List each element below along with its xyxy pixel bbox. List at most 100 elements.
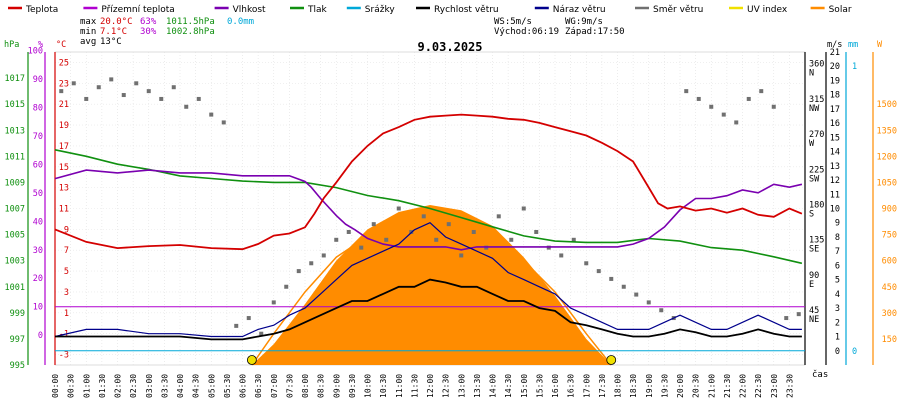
solar-tick: 300 bbox=[882, 309, 897, 319]
wind-gust-line bbox=[54, 221, 802, 338]
solar-tick: 150 bbox=[882, 335, 897, 345]
wind-dir-point bbox=[284, 284, 289, 289]
wind-speed-line bbox=[55, 278, 802, 341]
x-tick: 22:30 bbox=[754, 374, 763, 398]
wind-dir-point bbox=[584, 261, 589, 266]
pressure-tick: 1011 bbox=[5, 152, 25, 162]
wind-dir-point bbox=[96, 85, 101, 90]
legend-label: Solar bbox=[829, 5, 852, 15]
temperature-tick: -3 bbox=[59, 351, 69, 361]
wind-dir-point bbox=[109, 77, 114, 82]
temperature-tick: 25 bbox=[59, 58, 69, 68]
x-tick: 20:30 bbox=[692, 374, 701, 398]
humidity-tick: 90 bbox=[33, 75, 43, 85]
direction-tick-label: SE bbox=[809, 245, 819, 255]
wind-dir-point bbox=[259, 331, 264, 336]
direction-tick: 90 bbox=[809, 271, 819, 281]
x-tick: 16:30 bbox=[567, 374, 576, 398]
stats-value: 13°C bbox=[100, 37, 122, 47]
wind-dir-point bbox=[534, 229, 539, 234]
x-tick: 14:30 bbox=[504, 374, 513, 398]
wind-dir-point bbox=[396, 206, 401, 211]
direction-tick: 360 bbox=[809, 60, 824, 70]
x-tick: 01:00 bbox=[82, 374, 91, 398]
wind-tick: 5 bbox=[835, 276, 840, 286]
wind-tick: 7 bbox=[835, 247, 840, 257]
sunset-marker bbox=[606, 355, 617, 365]
stats-value: 63% bbox=[140, 17, 157, 27]
rain-tick: 1 bbox=[852, 62, 857, 72]
solar-tick: 1200 bbox=[877, 152, 897, 162]
solar-tick: 1050 bbox=[877, 178, 897, 188]
direction-tick-label: W bbox=[809, 139, 815, 149]
series-layer bbox=[54, 77, 805, 365]
x-tick: 01:30 bbox=[98, 374, 107, 398]
wind-dir-point bbox=[646, 300, 651, 305]
wind-dir-point bbox=[696, 96, 701, 101]
x-tick: 21:30 bbox=[723, 374, 732, 398]
x-tick: 08:00 bbox=[301, 374, 310, 398]
wind-dir-point bbox=[684, 89, 689, 94]
x-tick: 15:00 bbox=[520, 374, 529, 398]
solar-tick: 450 bbox=[882, 283, 897, 293]
temperature-tick: 7 bbox=[64, 246, 69, 256]
legend-label: Teplota bbox=[25, 5, 58, 15]
wind-dir-point bbox=[134, 81, 139, 86]
wind-dir-point bbox=[84, 96, 89, 101]
wind-dir-point bbox=[746, 96, 751, 101]
wind-dir-point bbox=[271, 300, 276, 305]
wind-dir-point bbox=[759, 89, 764, 94]
stats-value: 20.0°C bbox=[100, 17, 133, 27]
x-tick: 18:30 bbox=[629, 374, 638, 398]
wind-tick: 19 bbox=[830, 76, 840, 86]
x-axis: 00:00 00:30 01:00 01:30 02:00 02:30 03:00 03:30… bbox=[51, 374, 794, 398]
temperature-tick: 21 bbox=[59, 100, 69, 110]
pressure-tick: 999 bbox=[10, 309, 25, 319]
solar-tick: 600 bbox=[882, 257, 897, 267]
wind-dir-point bbox=[296, 269, 301, 274]
wind-dir-point bbox=[709, 104, 714, 109]
x-tick: 23:00 bbox=[770, 374, 779, 398]
direction-tick: 225 bbox=[809, 165, 824, 175]
x-tick: 17:00 bbox=[582, 374, 591, 398]
axes: hPa% °C9959979991001100310051007100910111… bbox=[4, 40, 897, 371]
wind-dir-point bbox=[196, 96, 201, 101]
x-tick: 22:00 bbox=[739, 374, 748, 398]
wind-tick: 15 bbox=[830, 133, 840, 143]
temperature-axis-label: °C bbox=[56, 40, 66, 50]
x-tick: 04:30 bbox=[192, 374, 201, 398]
pressure-line bbox=[54, 149, 803, 265]
wind-dir-point bbox=[321, 253, 326, 258]
legend-label: Srážky bbox=[365, 5, 396, 15]
humidity-tick: 20 bbox=[33, 274, 43, 284]
wind-dir-point bbox=[446, 222, 451, 227]
wind-tick: 14 bbox=[830, 148, 840, 158]
wind-dir-point bbox=[571, 237, 576, 242]
rain-axis-label: mm bbox=[848, 40, 858, 50]
humidity-tick: 100 bbox=[28, 47, 43, 57]
direction-tick-label: SW bbox=[809, 174, 820, 184]
stats-value: 1011.5hPa bbox=[166, 17, 215, 27]
pressure-tick: 1017 bbox=[5, 74, 25, 84]
direction-tick: 270 bbox=[809, 130, 824, 140]
humidity-tick: 80 bbox=[33, 103, 43, 113]
x-tick: 09:30 bbox=[348, 374, 357, 398]
legend-label: UV index bbox=[747, 5, 788, 15]
direction-tick: 45 bbox=[809, 306, 819, 316]
rain-tick: 0 bbox=[852, 347, 857, 357]
wind-dir-point bbox=[71, 81, 76, 86]
legend-label: Směr větru bbox=[653, 5, 703, 15]
wind-dir-point bbox=[309, 261, 314, 266]
sunrise-marker bbox=[246, 355, 257, 365]
wind-dir-point bbox=[784, 316, 789, 321]
chart-title: 9.03.2025 bbox=[417, 40, 482, 54]
wind-dir-point bbox=[184, 104, 189, 109]
wind-dir-point bbox=[771, 104, 776, 109]
stats-value: 1002.8hPa bbox=[166, 27, 215, 37]
pressure-tick: 1015 bbox=[5, 100, 25, 110]
wind-dir-point bbox=[434, 237, 439, 242]
solar-tick: 900 bbox=[882, 205, 897, 215]
wind-dir-point bbox=[209, 112, 214, 117]
x-tick: 12:00 bbox=[426, 374, 435, 398]
